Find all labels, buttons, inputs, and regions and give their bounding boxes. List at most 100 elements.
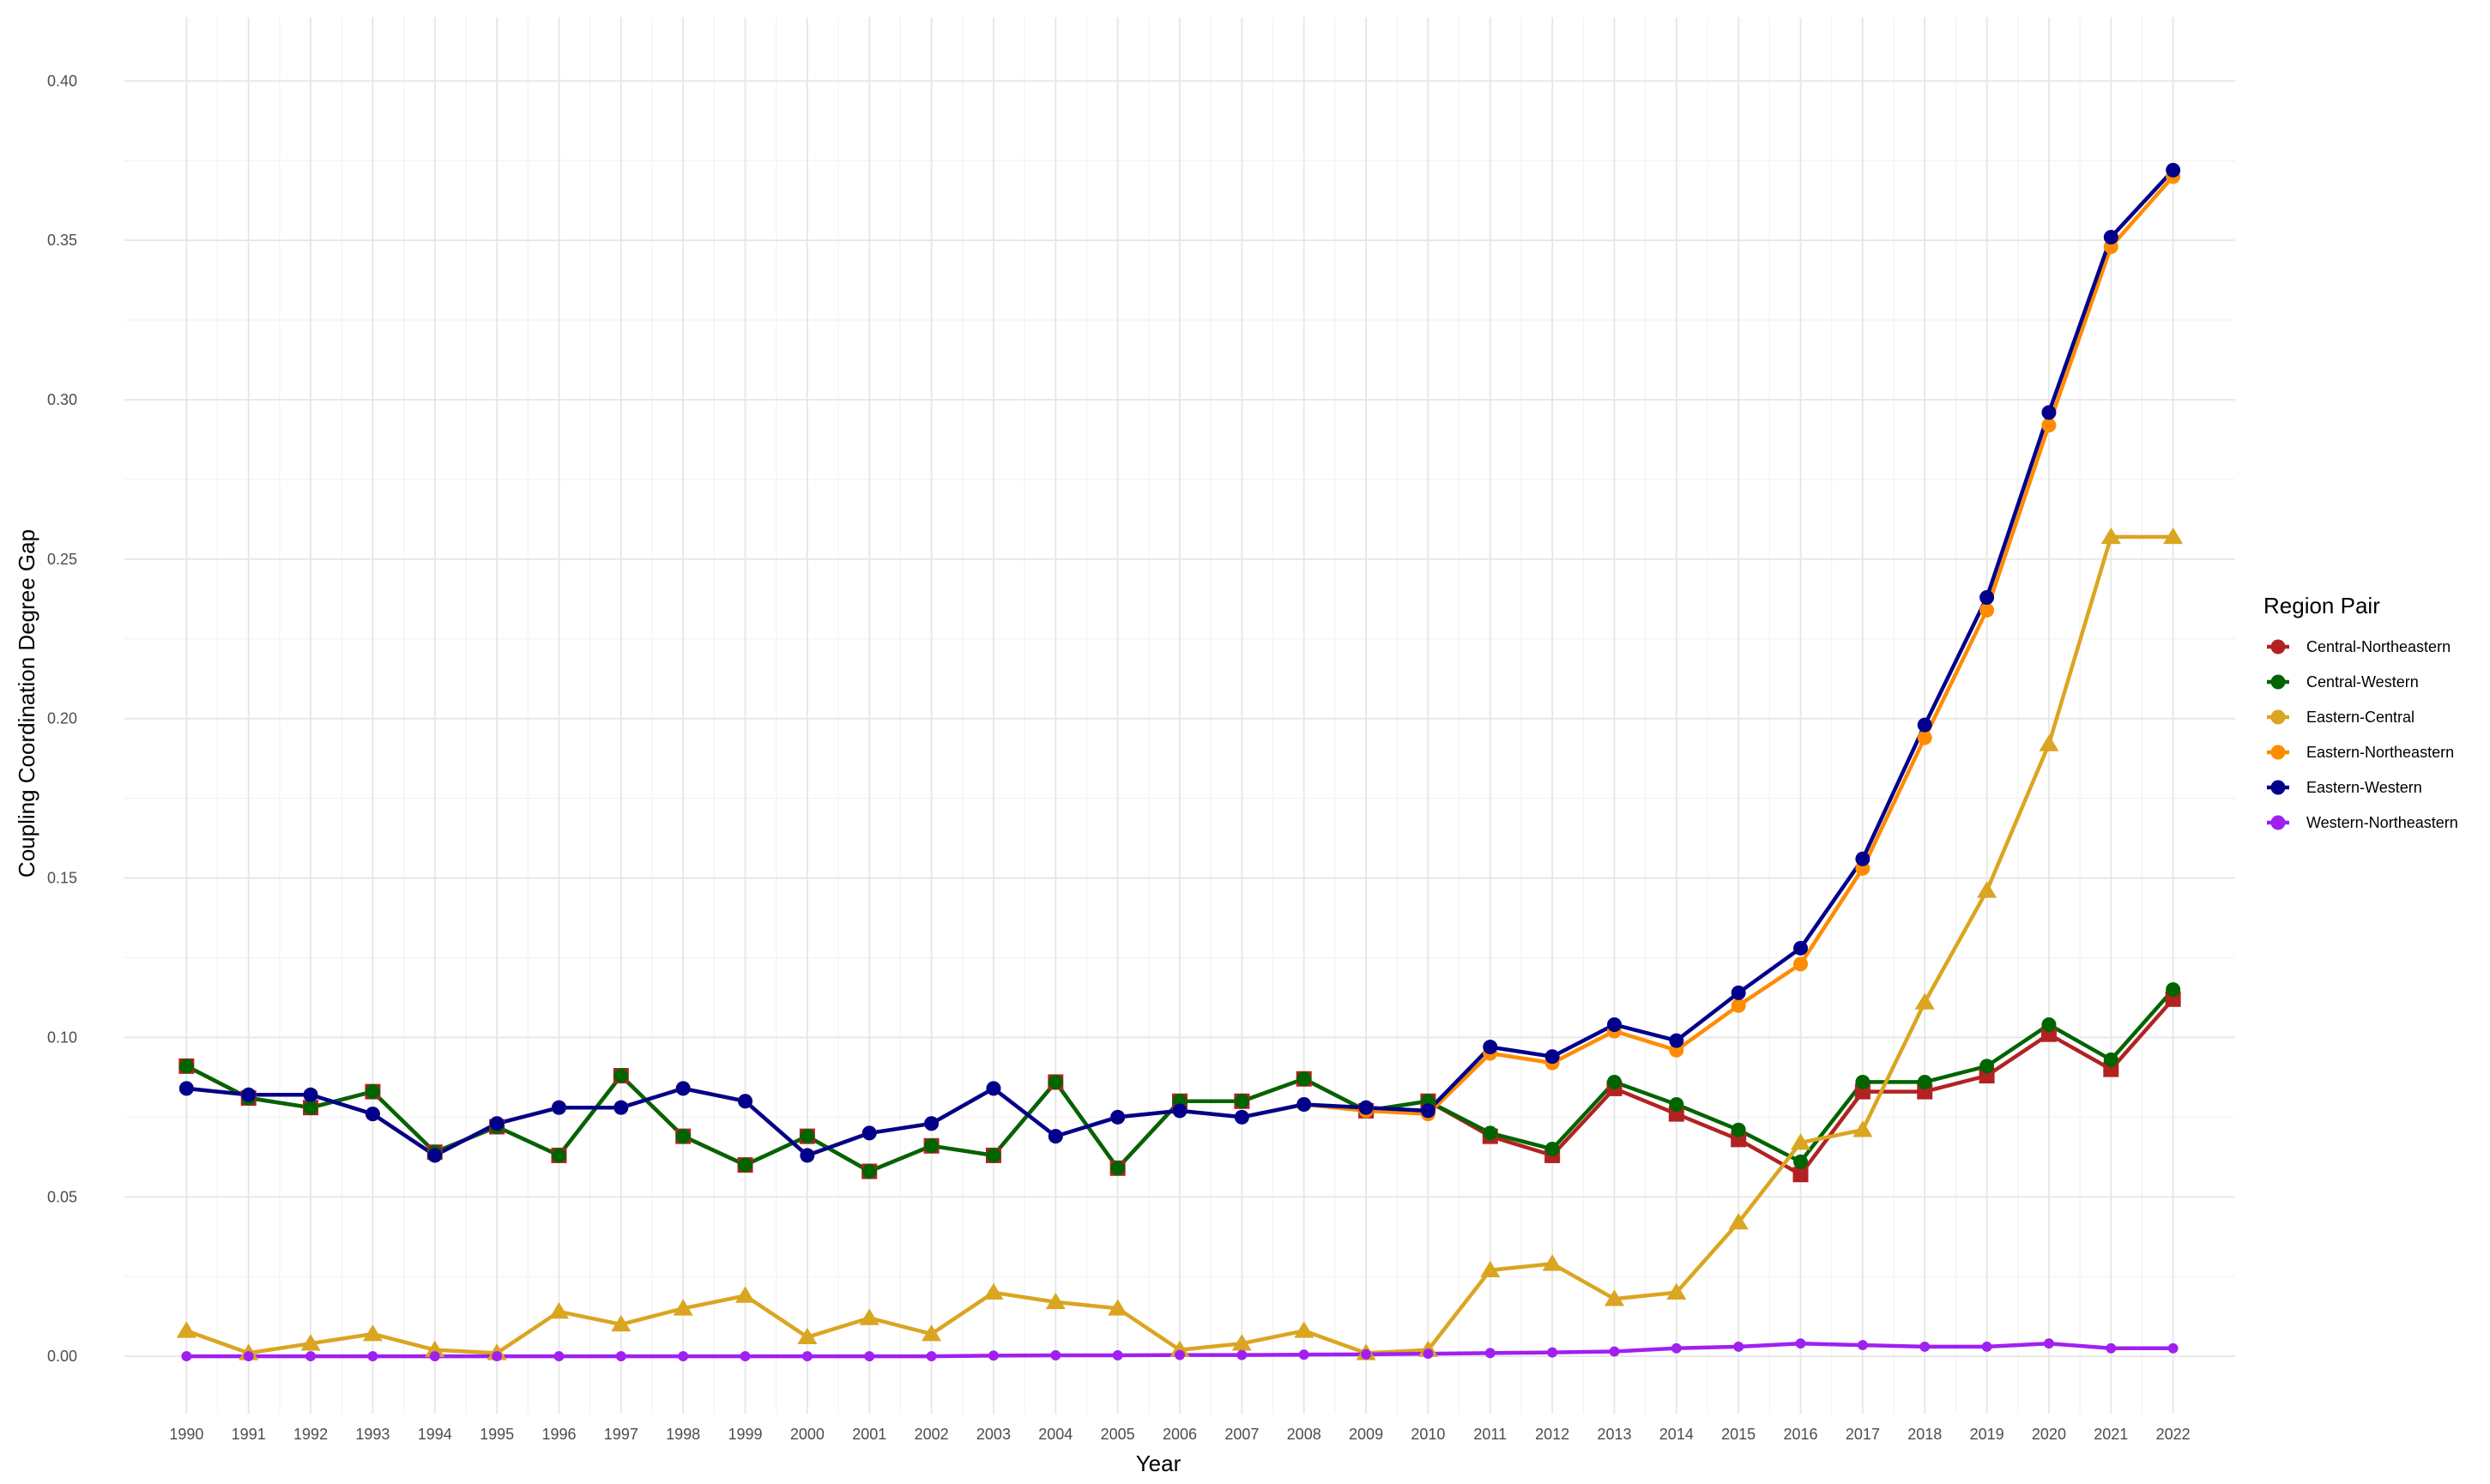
data-point-central-western bbox=[1110, 1161, 1126, 1176]
data-point-central-western bbox=[675, 1129, 691, 1144]
data-point-central-western bbox=[1234, 1094, 1249, 1109]
data-point-central-western bbox=[1606, 1074, 1622, 1089]
data-point-eastern-northeastern bbox=[2041, 418, 2057, 433]
data-point-eastern-western bbox=[924, 1116, 940, 1131]
y-axis-ticks: 0.00 0.05 0.10 0.15 0.20 0.25 0.30 0.35 0.40 bbox=[47, 72, 77, 1365]
data-point-central-western bbox=[738, 1157, 753, 1173]
data-point-eastern-central bbox=[797, 1327, 818, 1345]
legend-item-eastern-northeastern: Eastern-Northeastern bbox=[2267, 744, 2454, 761]
data-point-western-northeastern bbox=[1609, 1346, 1620, 1357]
data-point-eastern-western bbox=[365, 1107, 380, 1122]
data-point-western-northeastern bbox=[243, 1351, 254, 1362]
data-point-western-northeastern bbox=[367, 1351, 378, 1362]
data-point-eastern-western bbox=[1358, 1100, 1374, 1115]
data-point-eastern-western bbox=[2166, 162, 2181, 178]
data-point-eastern-western bbox=[1483, 1040, 1498, 1055]
data-point-eastern-western bbox=[2041, 405, 2057, 420]
x-tick-label: 2012 bbox=[1535, 1426, 1569, 1443]
legend-item-central-western: Central-Western bbox=[2267, 673, 2419, 691]
data-point-eastern-central bbox=[1231, 1334, 1252, 1351]
data-point-central-western bbox=[1048, 1074, 1063, 1089]
x-axis-title: Year bbox=[1136, 1451, 1182, 1476]
y-tick-label: 0.30 bbox=[47, 391, 77, 408]
data-point-western-northeastern bbox=[1112, 1350, 1123, 1360]
data-point-western-northeastern bbox=[1857, 1340, 1868, 1351]
data-point-western-northeastern bbox=[1919, 1341, 1931, 1352]
x-tick-label: 2004 bbox=[1038, 1426, 1073, 1443]
data-point-eastern-central bbox=[1728, 1212, 1749, 1230]
data-point-eastern-northeastern bbox=[1917, 730, 1932, 745]
legend-key-marker bbox=[2270, 639, 2286, 655]
legend-label: Eastern-Northeastern bbox=[2306, 744, 2454, 761]
data-point-eastern-central bbox=[548, 1302, 570, 1319]
data-point-western-northeastern bbox=[553, 1351, 565, 1362]
y-tick-label: 0.00 bbox=[47, 1348, 77, 1365]
data-point-central-western bbox=[1855, 1074, 1871, 1089]
data-point-eastern-central bbox=[362, 1324, 383, 1342]
x-tick-label: 2000 bbox=[790, 1426, 825, 1443]
legend-item-eastern-western: Eastern-Western bbox=[2267, 779, 2422, 796]
data-point-eastern-central bbox=[983, 1282, 1004, 1300]
legend-key-marker bbox=[2270, 780, 2286, 795]
data-point-western-northeastern bbox=[926, 1351, 937, 1362]
data-point-central-western bbox=[861, 1164, 877, 1179]
data-point-western-northeastern bbox=[1484, 1348, 1496, 1359]
data-point-eastern-western bbox=[613, 1100, 629, 1115]
data-point-western-northeastern bbox=[988, 1350, 999, 1361]
data-point-central-western bbox=[1793, 1154, 1809, 1169]
data-point-eastern-western bbox=[178, 1081, 194, 1096]
x-tick-label: 2021 bbox=[2094, 1426, 2128, 1443]
x-tick-label: 2016 bbox=[1784, 1426, 1818, 1443]
data-point-western-northeastern bbox=[2106, 1342, 2117, 1354]
data-point-eastern-western bbox=[675, 1081, 691, 1096]
x-tick-label: 2008 bbox=[1287, 1426, 1321, 1443]
data-point-central-western bbox=[1544, 1141, 1560, 1156]
data-point-eastern-western bbox=[489, 1116, 505, 1131]
legend: Region Pair Central-NortheasternCentral-… bbox=[2263, 593, 2458, 831]
legend-item-central-northeastern: Central-Northeastern bbox=[2267, 638, 2451, 655]
data-point-western-northeastern bbox=[2043, 1338, 2054, 1349]
data-point-western-northeastern bbox=[1671, 1342, 1682, 1354]
legend-key-marker bbox=[2270, 745, 2286, 760]
x-axis-ticks: 1990 1991 1992 1993 1994 1995 1996 1997 1998 1999… bbox=[169, 1426, 2190, 1443]
data-point-eastern-central bbox=[1604, 1289, 1625, 1306]
x-tick-label: 1992 bbox=[293, 1426, 328, 1443]
data-point-eastern-western bbox=[800, 1148, 815, 1163]
data-point-eastern-central bbox=[1169, 1340, 1190, 1357]
data-point-central-western bbox=[365, 1084, 380, 1100]
x-tick-label: 2010 bbox=[1411, 1426, 1445, 1443]
grid-lines bbox=[124, 17, 2235, 1414]
x-tick-label: 2002 bbox=[915, 1426, 949, 1443]
data-point-central-western bbox=[613, 1068, 629, 1083]
data-point-western-northeastern bbox=[678, 1351, 689, 1362]
data-point-western-northeastern bbox=[864, 1351, 875, 1362]
data-point-eastern-western bbox=[1855, 851, 1871, 866]
x-tick-label: 2007 bbox=[1224, 1426, 1259, 1443]
data-point-eastern-western bbox=[241, 1087, 257, 1102]
legend-key-marker bbox=[2270, 815, 2286, 830]
x-tick-label: 2022 bbox=[2156, 1426, 2191, 1443]
data-point-eastern-central bbox=[611, 1314, 632, 1332]
data-point-eastern-northeastern bbox=[1979, 602, 1995, 618]
y-tick-label: 0.20 bbox=[47, 710, 77, 727]
data-point-western-northeastern bbox=[492, 1351, 503, 1362]
data-point-eastern-western bbox=[2103, 229, 2118, 244]
data-point-eastern-central bbox=[176, 1321, 196, 1338]
x-tick-label: 1998 bbox=[666, 1426, 700, 1443]
data-point-eastern-central bbox=[2163, 527, 2184, 545]
x-tick-label: 2003 bbox=[976, 1426, 1011, 1443]
data-point-central-western bbox=[551, 1148, 566, 1163]
y-tick-label: 0.35 bbox=[47, 232, 77, 249]
legend-label: Central-Northeastern bbox=[2306, 638, 2451, 655]
data-point-eastern-central bbox=[1852, 1120, 1873, 1137]
data-point-eastern-western bbox=[1110, 1109, 1126, 1125]
data-point-eastern-central bbox=[1790, 1133, 1811, 1150]
data-point-western-northeastern bbox=[429, 1351, 440, 1362]
data-point-eastern-central bbox=[1977, 881, 1997, 898]
x-tick-label: 2005 bbox=[1101, 1426, 1135, 1443]
data-point-eastern-western bbox=[1917, 717, 1932, 733]
data-point-eastern-central bbox=[1108, 1299, 1128, 1316]
data-point-western-northeastern bbox=[1423, 1348, 1434, 1360]
